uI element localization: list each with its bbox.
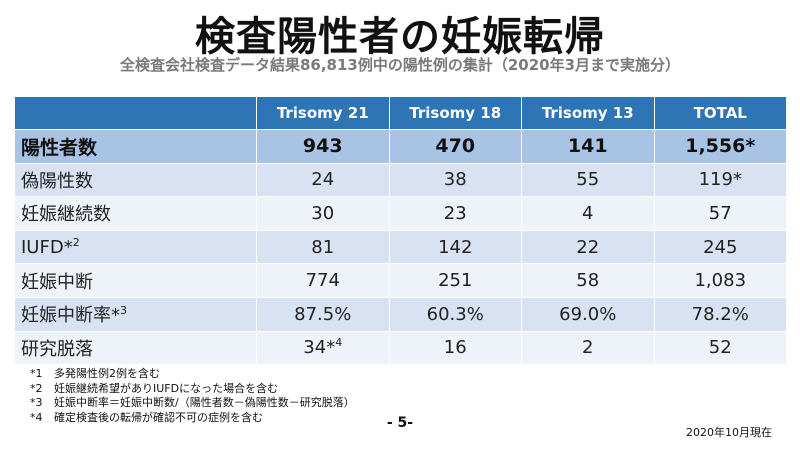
table-cell: 30 — [256, 196, 390, 231]
row-label: 妊娠継続数 — [14, 196, 257, 231]
table-cell: 142 — [388, 229, 522, 265]
table-cell: 34*4 — [256, 330, 390, 366]
footnote-marker: *2 — [30, 381, 43, 395]
table-cell: 16 — [388, 330, 522, 366]
table-cell: 943 — [256, 129, 390, 164]
table-cell: 24 — [256, 162, 390, 198]
table-cell: 251 — [388, 263, 522, 298]
footnote: *4 確定検査後の転帰が確認不可の症例を含む — [30, 411, 355, 426]
header-trisomy-18: Trisomy 18 — [388, 96, 522, 130]
table-row: 妊娠中断 774 251 58 1,083 — [14, 263, 787, 298]
row-label: IUFD*2 — [14, 229, 257, 265]
table-cell: 774 — [256, 263, 390, 298]
page-number: - 5- — [386, 415, 414, 431]
table-row: 妊娠継続数 30 23 4 57 — [14, 196, 787, 231]
table-cell: 52 — [653, 330, 787, 366]
header-blank-cell — [14, 96, 257, 130]
table-cell: 23 — [388, 196, 522, 231]
table-row: 研究脱落 34*4 16 2 52 — [14, 330, 787, 366]
slide-title: 検査陽性者の妊娠転帰 — [195, 14, 605, 60]
footnote-marker: *4 — [30, 410, 43, 424]
footnote-text: 妊娠中断率＝妊娠中断数/（陽性者数－偽陽性数－研究脱落） — [54, 396, 355, 409]
footnote: *2 妊娠継続希望がありIUFDになった場合を含む — [30, 382, 355, 397]
outcome-table: Trisomy 21 Trisomy 18 Trisomy 13 TOTAL 陽… — [14, 96, 787, 366]
table-cell: 1,556* — [653, 129, 787, 164]
footnote-marker: *3 — [30, 396, 43, 409]
table-row: 偽陽性数 24 38 55 119* — [14, 162, 787, 198]
row-label: 妊娠中断率*3 — [14, 296, 257, 332]
header-total: TOTAL — [653, 96, 787, 130]
table-cell: 470 — [388, 129, 522, 164]
table-header-row: Trisomy 21 Trisomy 18 Trisomy 13 TOTAL — [14, 96, 787, 130]
row-label: 妊娠中断 — [14, 263, 257, 298]
table-cell: 55 — [521, 162, 655, 198]
row-label: 偽陽性数 — [14, 162, 257, 198]
table-cell: 78.2% — [653, 296, 787, 332]
table-row: 陽性者数 943 470 141 1,556* — [14, 129, 787, 164]
table-cell: 22 — [521, 229, 655, 265]
table-row: 妊娠中断率*3 87.5% 60.3% 69.0% 78.2% — [14, 296, 787, 332]
table-cell: 141 — [521, 129, 655, 164]
footnote: *1 多発陽性例2例を含む — [30, 367, 355, 382]
table-cell: 81 — [256, 229, 390, 265]
table-cell: 38 — [388, 162, 522, 198]
table-row: IUFD*2 81 142 22 245 — [14, 229, 787, 265]
slide-subtitle: 全検査会社検査データ結果86,813例中の陽性例の集計（2020年3月まで実施分… — [119, 56, 681, 74]
row-label: 陽性者数 — [14, 129, 257, 164]
footnote-text: 多発陽性例2例を含む — [54, 367, 160, 380]
table-cell: 57 — [653, 196, 787, 231]
header-trisomy-21: Trisomy 21 — [256, 96, 390, 130]
date-note: 2020年10月現在 — [686, 426, 772, 439]
footnote-text: 妊娠継続希望がありIUFDになった場合を含む — [54, 381, 279, 395]
footnote: *3 妊娠中断率＝妊娠中断数/（陽性者数－偽陽性数－研究脱落） — [30, 396, 355, 411]
footnote-marker: *1 — [30, 367, 43, 380]
header-trisomy-13: Trisomy 13 — [521, 96, 655, 130]
table-cell: 87.5% — [256, 296, 390, 332]
row-label: 研究脱落 — [14, 330, 257, 366]
table-cell: 60.3% — [388, 296, 522, 332]
table-cell: 2 — [521, 330, 655, 366]
table-cell: 119* — [653, 162, 787, 198]
footnotes: *1 多発陽性例2例を含む *2 妊娠継続希望がありIUFDになった場合を含む … — [30, 367, 355, 425]
table-cell: 58 — [521, 263, 655, 298]
table-cell: 1,083 — [653, 263, 787, 298]
table-cell: 69.0% — [521, 296, 655, 332]
table-cell: 4 — [521, 196, 655, 231]
footnote-text: 確定検査後の転帰が確認不可の症例を含む — [54, 410, 263, 424]
table-cell: 245 — [653, 229, 787, 265]
